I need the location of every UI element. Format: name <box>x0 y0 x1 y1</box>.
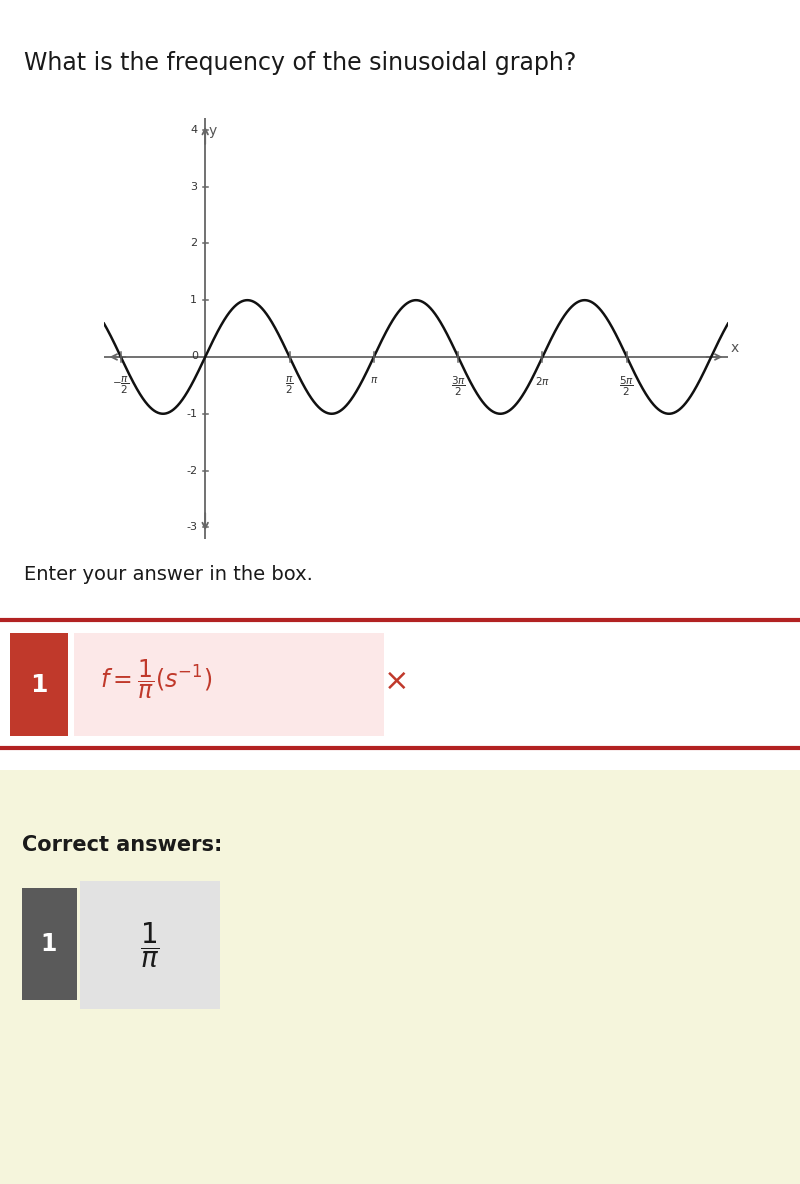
Bar <box>80 881 220 1009</box>
Text: -3: -3 <box>186 522 197 533</box>
Text: 1: 1 <box>190 295 197 305</box>
Text: What is the frequency of the sinusoidal graph?: What is the frequency of the sinusoidal … <box>24 51 576 76</box>
Text: $2\pi$: $2\pi$ <box>535 375 550 387</box>
Text: $\dfrac{\pi}{2}$: $\dfrac{\pi}{2}$ <box>286 375 294 397</box>
Text: $\dfrac{1}{\pi}$: $\dfrac{1}{\pi}$ <box>140 920 160 970</box>
Text: -2: -2 <box>186 465 197 476</box>
Bar <box>22 888 77 1000</box>
Text: 0: 0 <box>192 350 198 361</box>
Text: $-\dfrac{\pi}{2}$: $-\dfrac{\pi}{2}$ <box>112 375 130 397</box>
Text: -1: -1 <box>186 408 197 419</box>
Text: $\dfrac{3\pi}{2}$: $\dfrac{3\pi}{2}$ <box>450 375 466 398</box>
Text: 1: 1 <box>41 932 57 955</box>
Text: 2: 2 <box>190 238 197 249</box>
Text: $f = \dfrac{1}{\pi}(s^{-1})$: $f = \dfrac{1}{\pi}(s^{-1})$ <box>100 658 212 701</box>
Text: x: x <box>730 341 739 355</box>
Text: $\times$: $\times$ <box>383 667 406 695</box>
Text: 3: 3 <box>190 181 197 192</box>
Bar <box>10 633 68 735</box>
Text: $\dfrac{5\pi}{2}$: $\dfrac{5\pi}{2}$ <box>619 375 634 398</box>
Text: 1: 1 <box>30 674 48 697</box>
Text: 4: 4 <box>190 124 197 135</box>
Text: Enter your answer in the box.: Enter your answer in the box. <box>24 565 313 584</box>
Text: Correct answers:: Correct answers: <box>22 835 222 855</box>
Bar <box>74 633 384 735</box>
Text: $\pi$: $\pi$ <box>370 375 378 385</box>
Text: y: y <box>209 124 217 139</box>
